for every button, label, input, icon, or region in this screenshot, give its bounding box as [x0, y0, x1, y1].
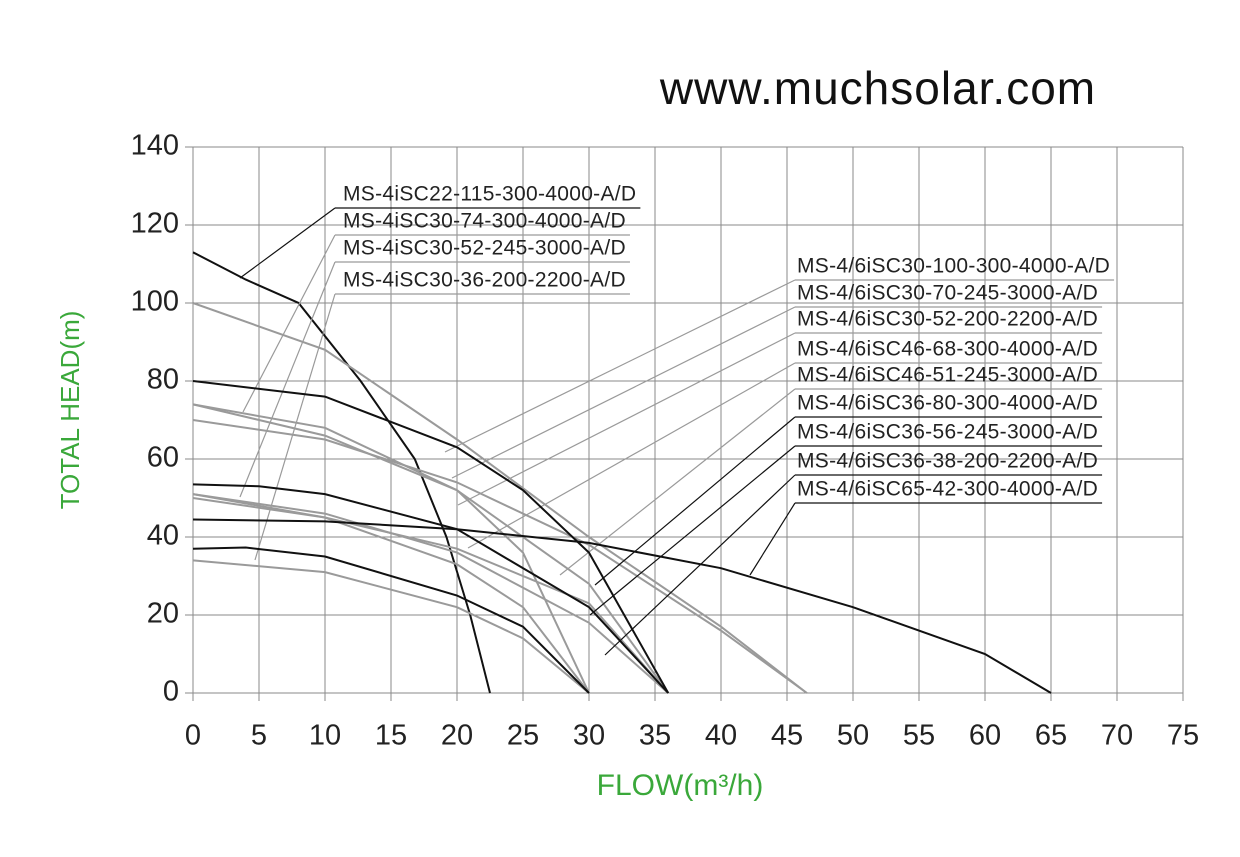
legend-label: MS-4/6iSC65-42-300-4000-A/D [797, 478, 1098, 501]
chart-title: www.muchsolar.com [659, 62, 1096, 114]
y-tick-label: 60 [147, 442, 179, 474]
leader-line [467, 362, 796, 549]
x-tick-label: 60 [969, 720, 1001, 752]
y-tick-label: 40 [147, 520, 179, 552]
legend-label: MS-4/6iSC36-38-200-2200-A/D [797, 450, 1098, 473]
x-tick-label: 35 [639, 720, 671, 752]
x-tick-label: 25 [507, 720, 539, 752]
pump-curve [192, 403, 670, 694]
leader-line [559, 388, 796, 576]
y-tick-label: 0 [163, 676, 179, 708]
x-axis-label: FLOW(m³/h) [597, 769, 764, 802]
legend-label: MS-4/6iSC36-56-245-3000-A/D [797, 421, 1098, 444]
legend-label: MS-4/6iSC46-51-245-3000-A/D [797, 364, 1098, 387]
leader-line [451, 306, 796, 479]
leader-line [749, 502, 796, 576]
y-tick-label: 20 [147, 598, 179, 630]
x-tick-label: 5 [251, 720, 267, 752]
legend-label: MS-4/6iSC30-52-200-2200-A/D [797, 308, 1098, 331]
x-tick-label: 65 [1035, 720, 1067, 752]
x-tick-label: 0 [185, 720, 201, 752]
pump-curve [192, 419, 808, 694]
pump-curve [192, 493, 669, 694]
y-tick-label: 80 [147, 364, 179, 396]
pump-curve [192, 493, 590, 694]
y-tick-label: 140 [131, 130, 179, 162]
leader-line [254, 293, 336, 561]
leader-line [589, 445, 796, 616]
leader-line [594, 416, 796, 586]
legend-label: MS-4/6iSC36-80-300-4000-A/D [797, 392, 1098, 415]
pump-curve [192, 518, 1052, 694]
x-tick-label: 55 [903, 720, 935, 752]
y-tick-label: 120 [131, 208, 179, 240]
y-tick-label: 100 [131, 286, 179, 318]
leader-line [239, 261, 336, 498]
x-tick-label: 75 [1167, 720, 1199, 752]
leader-line [444, 279, 796, 453]
x-tick-label: 10 [309, 720, 341, 752]
legend-label: MS-4/6iSC46-68-300-4000-A/D [797, 338, 1098, 361]
x-tick-label: 45 [771, 720, 803, 752]
y-axis-label: TOTAL HEAD(m) [55, 311, 85, 510]
pump-curve [192, 559, 590, 694]
x-tick-label: 50 [837, 720, 869, 752]
leader-line [457, 332, 796, 506]
legend-label: MS-4iSC22-115-300-4000-A/D [343, 183, 636, 206]
pump-curve [192, 546, 590, 694]
legend-label: MS-4/6iSC30-100-300-4000-A/D [797, 255, 1110, 278]
pump-curve [192, 483, 669, 694]
x-tick-label: 40 [705, 720, 737, 752]
legend-label: MS-4iSC30-74-300-4000-A/D [343, 210, 626, 233]
legend-label: MS-4/6iSC30-70-245-3000-A/D [797, 282, 1098, 305]
legend-label: MS-4iSC30-36-200-2200-A/D [343, 269, 626, 292]
leader-line [242, 234, 336, 413]
x-tick-label: 30 [573, 720, 605, 752]
pump-curve [192, 497, 669, 694]
x-tick-label: 20 [441, 720, 473, 752]
leader-line [239, 207, 336, 279]
x-tick-label: 70 [1101, 720, 1133, 752]
legend-label: MS-4iSC30-52-245-3000-A/D [343, 237, 626, 260]
x-tick-label: 15 [375, 720, 407, 752]
pump-curve [192, 380, 670, 694]
pump-curve [192, 302, 808, 694]
